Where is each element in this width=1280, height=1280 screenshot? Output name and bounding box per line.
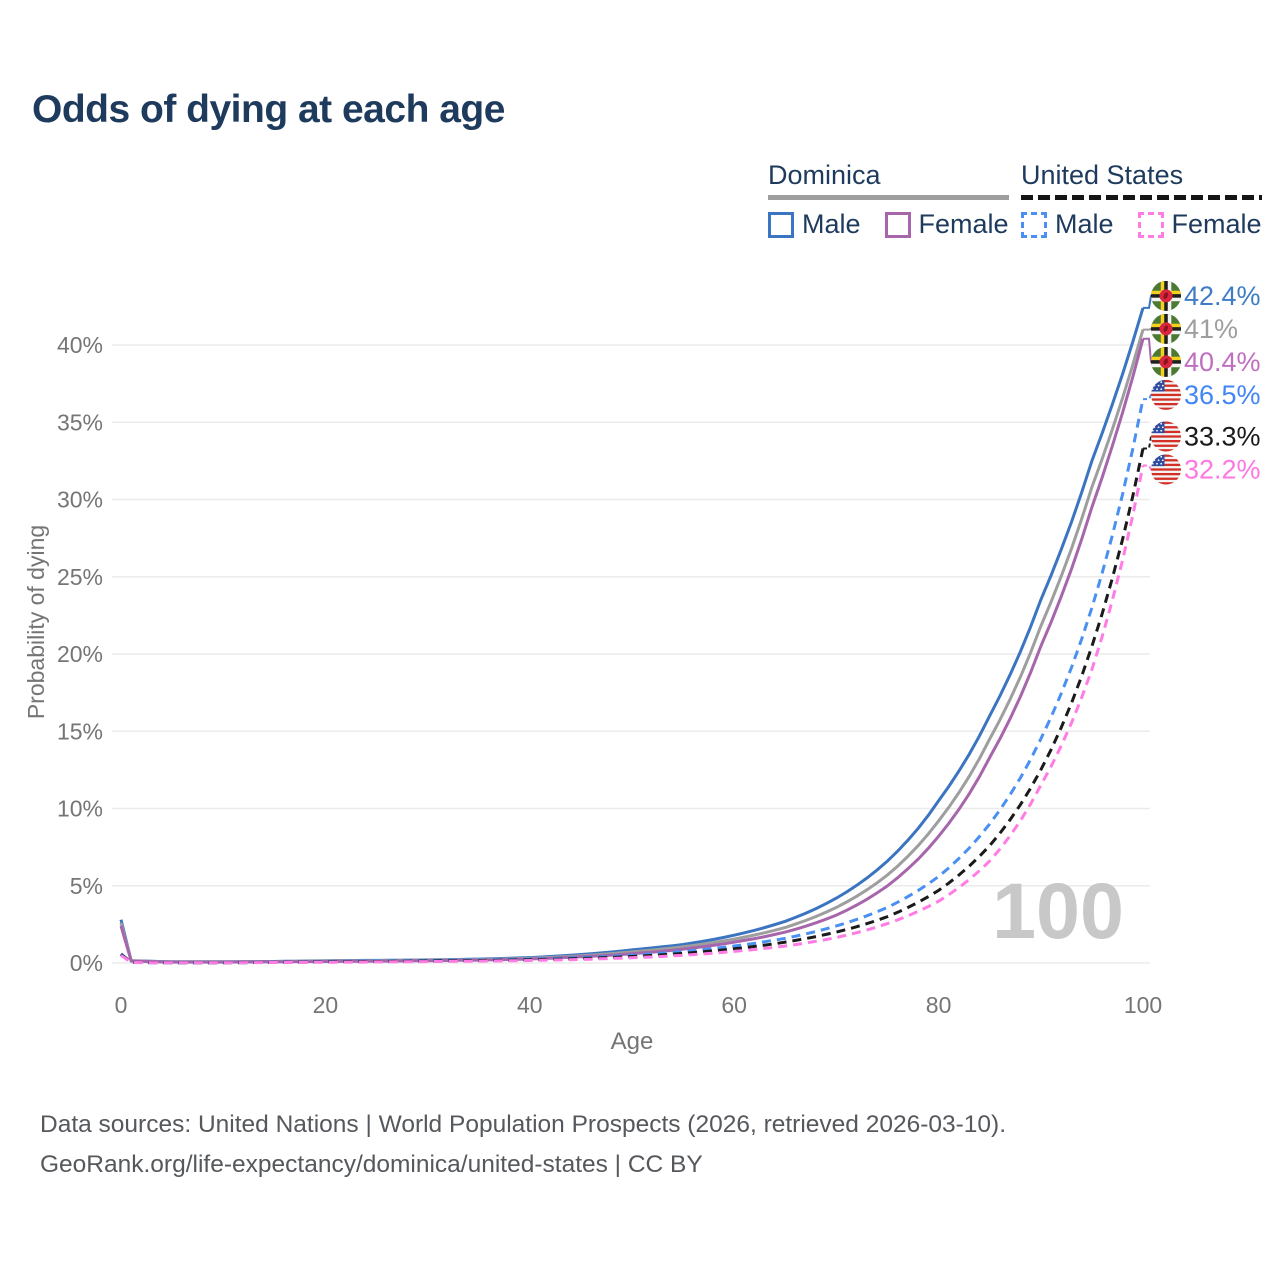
end-value-label-dominica-male: 42.4% xyxy=(1184,281,1261,311)
us-dashed-line-swatch xyxy=(1021,195,1262,200)
legend-label-us-female: Female xyxy=(1171,209,1262,239)
end-label-leader-us-both xyxy=(1143,435,1154,450)
y-tick-label: 35% xyxy=(57,409,103,435)
y-tick-label: 0% xyxy=(70,950,103,976)
x-axis-title: Age xyxy=(611,1028,654,1055)
flag-icon-dominica xyxy=(1151,346,1181,377)
end-label-leader-us-female xyxy=(1143,464,1154,471)
legend-toggle-dominica-female[interactable]: Female xyxy=(884,209,1009,240)
page-title: Odds of dying at each age xyxy=(32,88,505,131)
age-watermark: 100 xyxy=(992,866,1124,955)
series-line-dominica-female xyxy=(119,338,1145,964)
y-tick-label: 5% xyxy=(70,873,103,899)
footer-line-1: Data sources: United Nations | World Pop… xyxy=(40,1111,1007,1138)
x-tick-label: 60 xyxy=(721,992,747,1018)
y-tick-label: 20% xyxy=(57,641,103,667)
legend-label-dominica-male: Male xyxy=(802,209,861,239)
legend-group-dominica: Dominica Male Female xyxy=(768,160,1009,240)
legend-label-us-male: Male xyxy=(1055,209,1114,239)
legend-country-label-dominica: Dominica xyxy=(768,160,881,190)
x-tick-label: 80 xyxy=(926,992,952,1018)
end-label-leader-us-male xyxy=(1143,393,1154,401)
y-tick-label: 15% xyxy=(57,718,103,744)
y-axis-title: Probability of dying xyxy=(23,525,49,719)
x-tick-label: 40 xyxy=(517,992,543,1018)
data-source-footer: Data sources: United Nations | World Pop… xyxy=(40,1105,1006,1185)
legend-group-united-states: United States Male Female xyxy=(1021,160,1262,240)
x-tick-label: 20 xyxy=(313,992,339,1018)
series-line-us-female xyxy=(120,465,1145,965)
x-tick-label: 100 xyxy=(1124,992,1162,1018)
y-tick-label: 30% xyxy=(57,487,103,513)
y-tick-label: 25% xyxy=(57,564,103,590)
legend-title-dominica: Dominica xyxy=(768,160,1009,200)
flag-icon-dominica xyxy=(1151,280,1181,311)
end-value-label-us-female: 32.2% xyxy=(1184,455,1261,485)
dominica-male-swatch-icon xyxy=(768,211,794,238)
end-value-label-us-both: 33.3% xyxy=(1184,422,1261,452)
us-male-swatch-icon xyxy=(1021,211,1047,238)
legend-toggle-us-male[interactable]: Male xyxy=(1021,209,1114,240)
dominica-female-swatch-icon xyxy=(884,211,911,238)
flag-icon-us xyxy=(1151,454,1181,485)
end-value-label-dominica-female: 40.4% xyxy=(1184,347,1261,377)
y-tick-label: 40% xyxy=(57,332,103,358)
legend-toggle-dominica-male[interactable]: Male xyxy=(768,209,861,240)
x-tick-label: 0 xyxy=(115,992,128,1018)
y-tick-label: 10% xyxy=(57,796,103,822)
legend-country-label-united-states: United States xyxy=(1021,160,1184,190)
end-value-label-dominica-both: 41% xyxy=(1184,314,1238,344)
flag-icon-dominica xyxy=(1151,313,1181,344)
flag-icon-us xyxy=(1151,421,1181,452)
series-line-us-male xyxy=(120,398,1145,965)
footer-line-2: GeoRank.org/life-expectancy/dominica/uni… xyxy=(40,1151,703,1178)
us-female-swatch-icon xyxy=(1137,211,1164,238)
legend-label-dominica-female: Female xyxy=(918,209,1009,239)
series-line-dominica-male xyxy=(119,307,1145,964)
legend-toggle-us-female[interactable]: Female xyxy=(1137,209,1262,240)
dominica-solid-line-swatch xyxy=(768,195,1009,200)
end-value-label-us-male: 36.5% xyxy=(1184,380,1261,410)
legend-title-united-states: United States xyxy=(1021,160,1262,200)
series-line-dominica-both xyxy=(119,329,1145,964)
flag-icon-us xyxy=(1151,379,1181,410)
